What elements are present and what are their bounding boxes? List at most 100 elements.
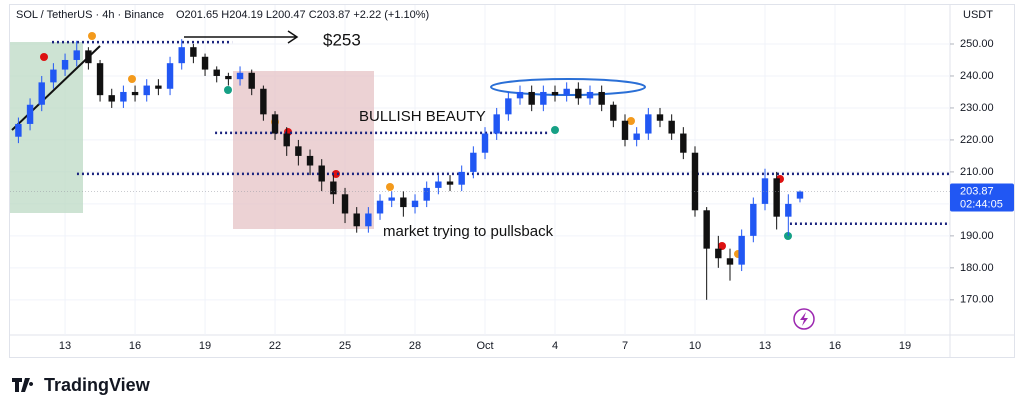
annotation: BULLISH BEAUTY [359, 108, 486, 125]
candle-body [796, 191, 804, 199]
candle-body [131, 91, 139, 96]
candle-body [341, 194, 349, 214]
candle-body [400, 197, 407, 208]
y-tick-label: 230.00 [960, 102, 994, 114]
brand: TradingView [12, 375, 151, 395]
candle-body [540, 91, 547, 105]
candle-body [633, 133, 640, 140]
candle-body [108, 95, 115, 102]
candle-body [61, 59, 69, 70]
signal-dot [224, 86, 232, 94]
last-price-label: 203.87 [960, 185, 994, 197]
candle-body [470, 152, 477, 172]
candle-body [376, 200, 384, 214]
candle-body [50, 69, 57, 83]
last-price-box [950, 183, 1014, 212]
candle-body [738, 235, 745, 265]
candle-body [306, 155, 314, 166]
candle-body [26, 104, 34, 124]
candle-body [423, 187, 430, 201]
y-tick-label: 250.00 [960, 38, 994, 50]
candle-body [726, 258, 734, 265]
countdown: 02:44:05 [960, 198, 1003, 210]
y-tick-label: 180.00 [960, 262, 994, 274]
candle-body [458, 171, 465, 185]
candle-body [295, 146, 302, 156]
candle-body [411, 200, 419, 208]
candle-body [236, 72, 244, 80]
signal-dot [40, 53, 48, 61]
candle-body [96, 63, 104, 96]
y-tick-label: 220.00 [960, 134, 994, 146]
x-tick-label: 16 [829, 340, 841, 352]
brand-logo [12, 378, 34, 392]
candle-body [225, 75, 232, 80]
candle-body [610, 104, 617, 121]
x-tick-label: 4 [552, 340, 558, 352]
candle-body [283, 133, 290, 147]
candle-body [166, 63, 174, 89]
x-tick-label: Oct [476, 340, 493, 352]
candle-body [715, 248, 722, 259]
symbol-title: SOL / TetherUS · 4h · Binance [16, 9, 164, 21]
candle-body [703, 210, 710, 249]
y-tick-label: 190.00 [960, 230, 994, 242]
candle-body [201, 56, 209, 70]
candle-body [586, 91, 594, 99]
candle-body [773, 178, 780, 217]
x-tick-label: 13 [59, 340, 71, 352]
y-tick-label: 210.00 [960, 166, 994, 178]
candle-body [656, 114, 664, 121]
candle-body [73, 50, 80, 60]
candle-body [330, 181, 337, 195]
candle-body [353, 213, 360, 227]
candle-body [575, 88, 582, 99]
signal-dot [88, 32, 96, 40]
candle-body [15, 123, 22, 137]
candle-body [598, 91, 605, 105]
candle-body [528, 91, 535, 105]
candle-body [155, 85, 162, 89]
signal-dot [332, 170, 340, 178]
candle-body [516, 91, 524, 99]
x-tick-label: 19 [199, 340, 211, 352]
candle-body [435, 181, 442, 188]
candle-body [85, 50, 92, 64]
candle-body [178, 47, 185, 64]
candle-body [446, 181, 454, 185]
candle-body [120, 91, 127, 102]
candle-body [645, 114, 652, 134]
candle-body [750, 203, 757, 236]
zone-box [233, 71, 374, 229]
currency-label: USDT [963, 9, 993, 21]
x-tick-label: 22 [269, 340, 281, 352]
plot [10, 5, 950, 335]
candle-body [761, 178, 769, 204]
candle-body [668, 120, 675, 134]
candle-body [621, 120, 629, 140]
brand-name: TradingView [44, 375, 151, 395]
candle-body [551, 91, 559, 96]
candle-body [213, 69, 220, 76]
arrow [184, 30, 299, 44]
candle-body [563, 88, 570, 96]
alert-icon[interactable] [793, 308, 815, 330]
annotation: market trying to pullsback [383, 223, 554, 240]
x-tick-label: 7 [622, 340, 628, 352]
signal-dot [386, 183, 394, 191]
zone-box [10, 42, 83, 213]
alert-icon-bolt [800, 312, 808, 326]
candle-body [365, 213, 372, 227]
candle-body [271, 114, 279, 134]
signal-dot [128, 75, 136, 83]
chart-frame [9, 4, 1015, 358]
candle-body [691, 152, 699, 211]
x-tick-label: 16 [129, 340, 141, 352]
x-tick-label: 10 [689, 340, 701, 352]
annotation: $253 [323, 30, 361, 49]
x-tick-label: 28 [409, 340, 421, 352]
candle-body [318, 165, 325, 182]
candle-body [190, 47, 197, 57]
x-tick-label: 19 [899, 340, 911, 352]
